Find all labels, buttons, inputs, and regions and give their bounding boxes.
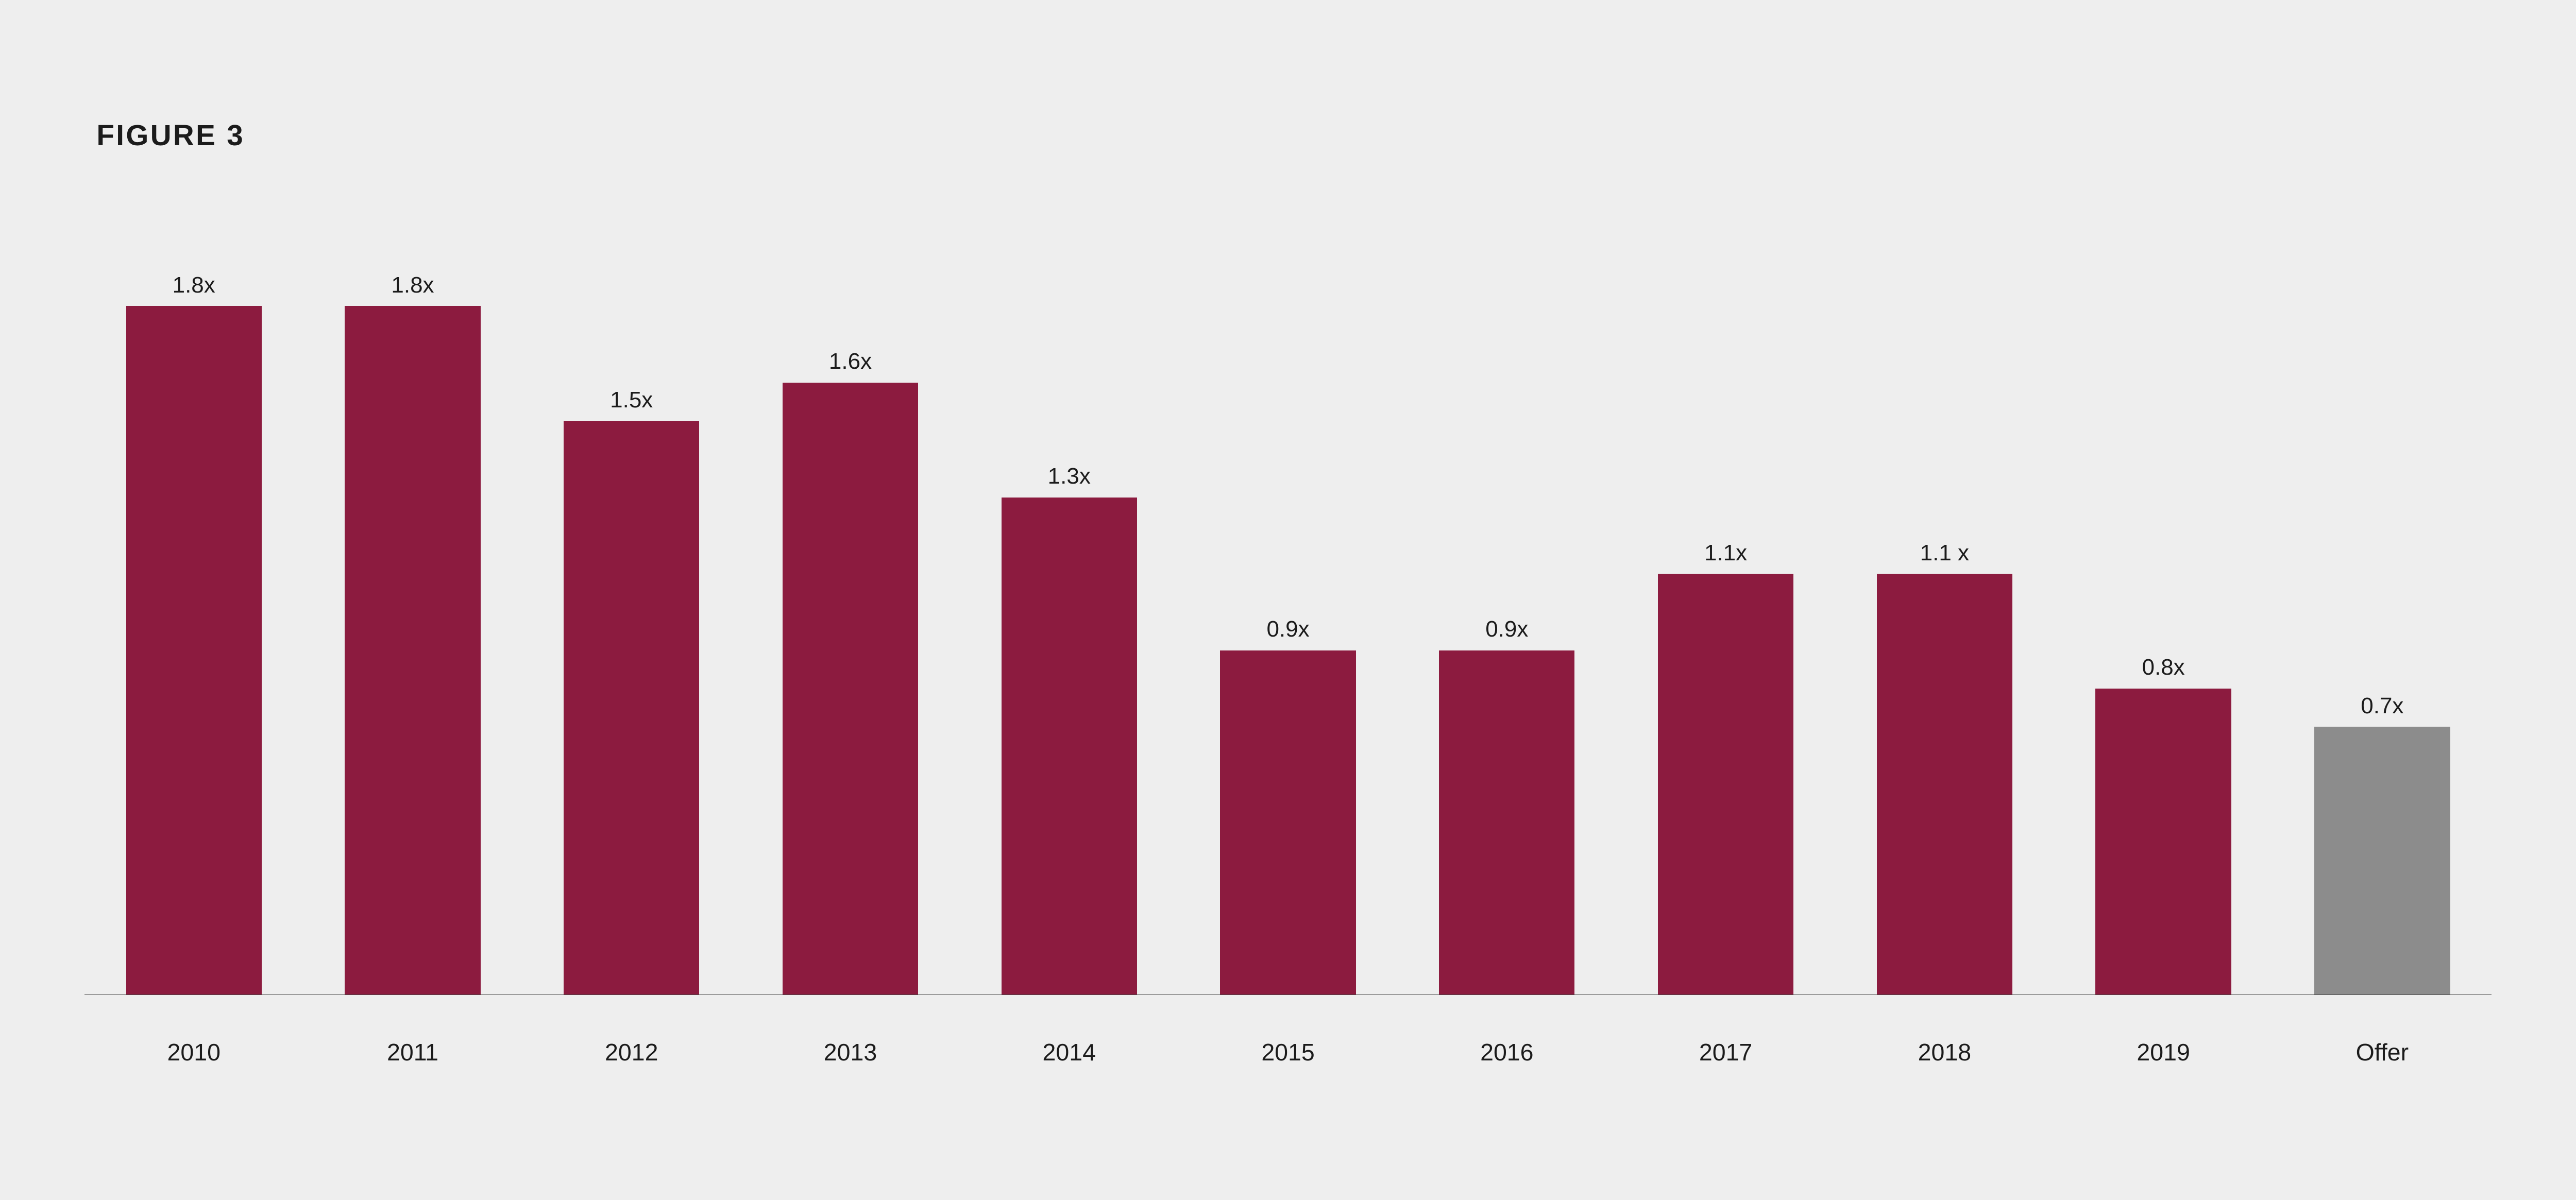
chart-x-axis: 2010201120122013201420152016201720182019… (84, 1038, 2492, 1066)
bar-column: 0.9x (1220, 230, 1355, 995)
bar-slot: 1.5x (522, 230, 741, 995)
x-axis-label: 2019 (2054, 1038, 2273, 1066)
x-axis-label: 2013 (741, 1038, 960, 1066)
x-axis-label: 2017 (1616, 1038, 1835, 1066)
bar-value-label: 0.8x (2142, 655, 2185, 680)
bar-column: 1.6x (783, 230, 918, 995)
bar-value-label: 1.8x (173, 272, 215, 298)
bar-value-label: 0.9x (1485, 616, 1528, 642)
bar (126, 306, 262, 995)
bar-column: 0.8x (2095, 230, 2231, 995)
bar-column: 1.3x (1002, 230, 1137, 995)
bar-slot: 0.9x (1179, 230, 1398, 995)
bar-value-label: 1.3x (1048, 464, 1091, 489)
bar-slot: 1.1 x (1835, 230, 2054, 995)
x-axis-label: 2012 (522, 1038, 741, 1066)
bar-value-label: 1.5x (610, 387, 653, 413)
x-axis-label: 2011 (303, 1038, 522, 1066)
bar (2314, 727, 2450, 995)
bar (1658, 574, 1793, 995)
bar (1002, 498, 1137, 995)
bar-column: 1.1x (1658, 230, 1793, 995)
x-axis-label: Offer (2273, 1038, 2492, 1066)
x-axis-label: 2018 (1835, 1038, 2054, 1066)
bar-column: 0.7x (2314, 230, 2450, 995)
bar-slot: 1.1x (1616, 230, 1835, 995)
bar-slot: 0.9x (1397, 230, 1616, 995)
bar-value-label: 1.8x (391, 272, 434, 298)
figure-container: FIGURE 3 1.8x 1.8x 1.5x 1.6x 1.3x 0.9x 0.9x 1.1… (0, 0, 2576, 1200)
x-axis-label: 2014 (960, 1038, 1179, 1066)
bar (1220, 650, 1355, 995)
figure-title: FIGURE 3 (75, 118, 2501, 152)
bar (1877, 574, 2012, 995)
bar-column: 0.9x (1439, 230, 1574, 995)
bar (1439, 650, 1574, 995)
x-axis-label: 2010 (84, 1038, 303, 1066)
bar-slot: 1.8x (84, 230, 303, 995)
bar-value-label: 0.9x (1266, 616, 1309, 642)
bar (2095, 689, 2231, 995)
x-axis-label: 2015 (1179, 1038, 1398, 1066)
chart-plot-area: 1.8x 1.8x 1.5x 1.6x 1.3x 0.9x 0.9x 1.1x 1.1 x 0.8… (84, 230, 2492, 995)
bar-value-label: 1.1x (1704, 540, 1747, 566)
bar-slot: 1.3x (960, 230, 1179, 995)
bar-chart: 1.8x 1.8x 1.5x 1.6x 1.3x 0.9x 0.9x 1.1x 1.1 x 0.8… (75, 230, 2501, 1066)
bar-slot: 1.8x (303, 230, 522, 995)
bar-value-label: 0.7x (2361, 693, 2403, 719)
x-axis-label: 2016 (1397, 1038, 1616, 1066)
bar (345, 306, 480, 995)
bar-slot: 0.7x (2273, 230, 2492, 995)
bar-value-label: 1.1 x (1920, 540, 1969, 566)
bar-value-label: 1.6x (829, 349, 872, 374)
bar-column: 1.8x (126, 230, 262, 995)
bar-column: 1.8x (345, 230, 480, 995)
bar (564, 421, 699, 995)
bar-column: 1.1 x (1877, 230, 2012, 995)
bar-column: 1.5x (564, 230, 699, 995)
bar-slot: 0.8x (2054, 230, 2273, 995)
bar (783, 383, 918, 995)
bar-slot: 1.6x (741, 230, 960, 995)
